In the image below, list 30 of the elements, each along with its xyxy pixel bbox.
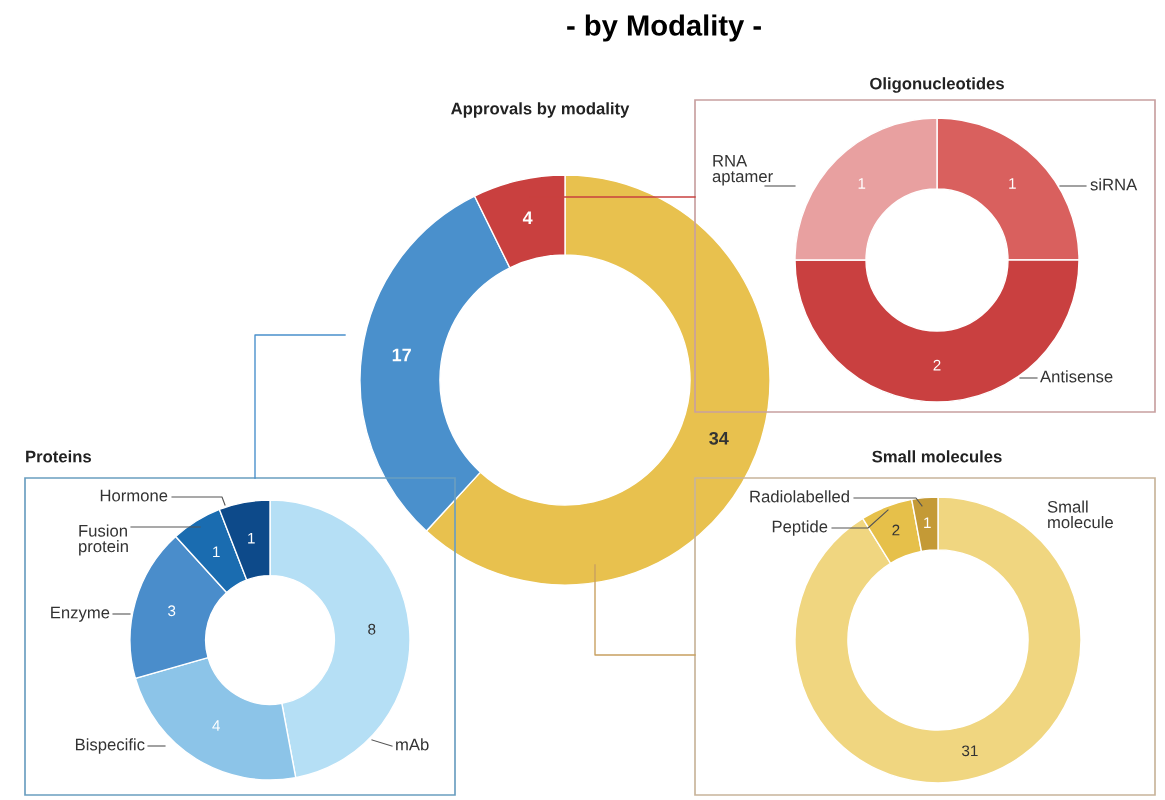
data-label: 1 [1009, 178, 1016, 189]
chart-subtitle: Approvals by modality [451, 102, 630, 118]
chart-title: Oligonucleotides [870, 77, 1004, 93]
slice-label: Hormone [100, 489, 168, 502]
data-label: 8 [368, 623, 376, 635]
slice-label: Fusion protein [79, 524, 128, 556]
data-label: 1 [213, 546, 220, 558]
data-label: 34 [709, 431, 729, 445]
data-label: 2 [892, 524, 900, 536]
data-label: 1 [248, 532, 255, 544]
data-label: 2 [933, 359, 941, 371]
slice-label: Antisense [1040, 370, 1113, 383]
slice-label: siRNA [1090, 178, 1138, 191]
data-label: 3 [168, 605, 176, 617]
slice-label: Peptide [772, 520, 828, 536]
data-label: 17 [392, 348, 411, 362]
slice-label: RNA aptamer [712, 155, 773, 186]
slice-label: Bispecific [75, 738, 145, 754]
data-label: 1 [924, 517, 931, 528]
data-label: 4 [212, 720, 220, 731]
chart-title: Small molecules [872, 450, 1002, 463]
data-label: 31 [961, 745, 978, 757]
chart-title: - by Modality - [567, 14, 761, 42]
data-label: 1 [858, 178, 866, 189]
slice-label: mAb [396, 738, 429, 751]
slice-label: Enzyme [51, 606, 110, 622]
slice-label: Radiolabelled [750, 490, 849, 503]
chart-title: Proteins [26, 450, 91, 463]
slice-label: Small molecule [1047, 500, 1113, 529]
data-label: 4 [522, 211, 533, 224]
